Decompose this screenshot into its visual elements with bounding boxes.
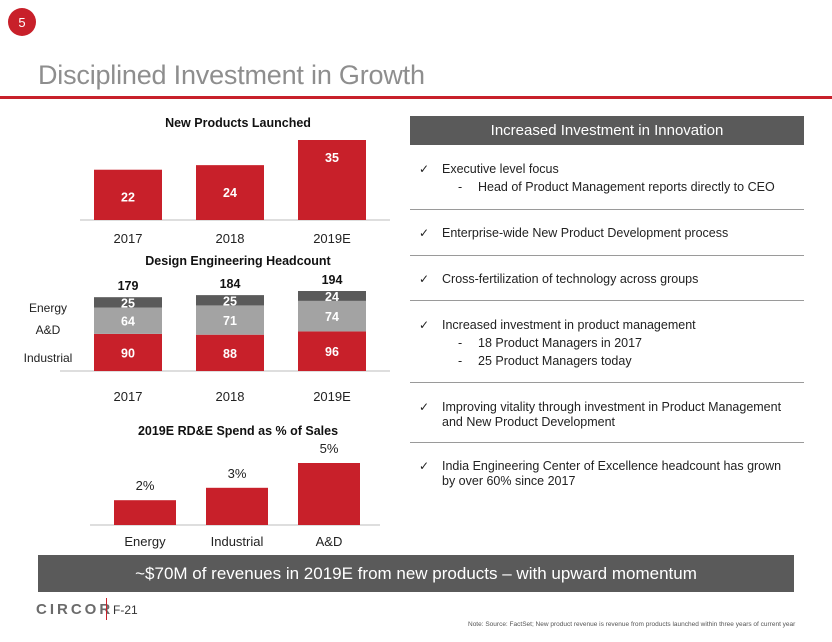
headcount-chart-title: Design Engineering Headcount [145,254,331,268]
stacked-bar-segment [94,307,162,334]
tick-label: 2017 [114,389,143,404]
stacked-bar-segment [196,334,264,371]
data-label: 25 [223,294,237,308]
dash-icon: - [458,354,463,368]
bullet-item: ✓ Cross-fertilization of technology acro… [410,256,804,301]
bullet-text: India Engineering Center of Excellence h… [442,459,782,488]
data-label: 22 [121,191,135,205]
source-note: Note: Source: FactSet; New product reven… [468,621,796,628]
sub-bullet-text: 25 Product Managers today [478,354,632,368]
spend-chart: 2% Energy 3% Industrial 5% A&D [90,441,380,549]
tick-label: 2018 [216,231,245,246]
data-label: 25 [121,296,135,310]
check-icon: ✓ [419,459,430,473]
tick-label: A&D [316,534,343,549]
check-icon: ✓ [419,400,430,414]
data-label: 2% [136,478,155,493]
page-title: Disciplined Investment in Growth [38,60,425,90]
legend-label: Energy [29,301,67,315]
total-label: 184 [220,277,241,291]
bar [206,487,268,525]
bullet-item: ✓ Executive level focus - Head of Product… [410,150,804,210]
sub-bullet: - 25 Product Managers today [458,354,632,368]
data-label: 24 [223,186,237,200]
data-label: 24 [325,290,339,304]
check-icon: ✓ [419,162,430,176]
legend-label: Industrial [24,351,73,365]
check-icon: ✓ [419,272,430,286]
footer-divider [106,598,107,620]
sub-bullet-text: Head of Product Management reports direc… [478,180,775,194]
stacked-bar-segment [298,291,366,301]
total-label: 179 [118,279,139,293]
bar [94,169,162,220]
summary-banner: ~$70M of revenues in 2019E from new prod… [38,555,794,592]
stacked-bar-segment [298,300,366,332]
data-label: 5% [320,441,339,456]
check-icon: ✓ [419,318,430,332]
bullet-text: Improving vitality through investment in… [442,400,782,429]
tick-label: 2019E [313,389,351,404]
data-label: 90 [121,346,135,360]
bar [196,165,264,220]
logo-text: CIRCOR [36,600,114,618]
data-label: 96 [325,345,339,359]
data-label: 71 [223,314,237,328]
tick-label: 2017 [114,231,143,246]
data-label: 35 [325,151,339,165]
sub-bullet-text: 18 Product Managers in 2017 [478,336,642,350]
stacked-bar-segment [94,297,162,308]
check-icon: ✓ [419,226,430,240]
dash-icon: - [458,180,463,194]
bullet-item: ✓ Increased investment in product manage… [410,301,804,383]
stacked-bar-segment [196,305,264,335]
data-label: 3% [228,466,247,481]
stacked-bar-segment [94,333,162,371]
bullet-item: ✓ India Engineering Center of Excellence… [410,443,804,503]
page-number-badge: 5 [8,8,36,36]
company-logo: CIRCOR [36,600,113,618]
stacked-bar-segment [196,295,264,306]
bullet-item: ✓ Enterprise-wide New Product Developmen… [410,210,804,256]
title-divider [0,96,832,99]
tick-label: Energy [124,534,166,549]
stacked-bar-segment [298,331,366,371]
data-label: 74 [325,310,339,324]
bar [298,140,366,220]
bar [114,500,176,525]
page-code: F-21 [113,603,138,617]
total-label: 194 [322,273,343,287]
bullet-text: Increased investment in product manageme… [442,318,696,332]
bullet-text: Cross-fertilization of technology across… [442,272,699,286]
products-chart: 22 2017 24 2018 35 2019E [80,140,390,246]
bar [298,463,360,525]
data-label: 64 [121,315,135,329]
data-label: 88 [223,347,237,361]
dash-icon: - [458,336,463,350]
bullet-item: ✓ Improving vitality through investment … [410,383,804,443]
sub-bullet: - Head of Product Management reports dire… [458,180,775,194]
legend-label: A&D [36,323,61,337]
innovation-bullet-list: ✓ Executive level focus - Head of Product… [410,150,804,503]
innovation-panel-header: Increased Investment in Innovation [410,116,804,145]
sub-bullet: - 18 Product Managers in 2017 [458,336,642,350]
headcount-chart: Industrial A&D Energy 90 64 25 179 2017 88 71 25 18… [24,273,390,404]
spend-chart-title: 2019E RD&E Spend as % of Sales [137,424,339,438]
bullet-text: Enterprise-wide New Product Development … [442,226,729,240]
tick-label: Industrial [211,534,264,549]
products-chart-title: New Products Launched [165,116,311,130]
bullet-text: Executive level focus [442,162,559,176]
tick-label: 2019E [313,231,351,246]
tick-label: 2018 [216,389,245,404]
